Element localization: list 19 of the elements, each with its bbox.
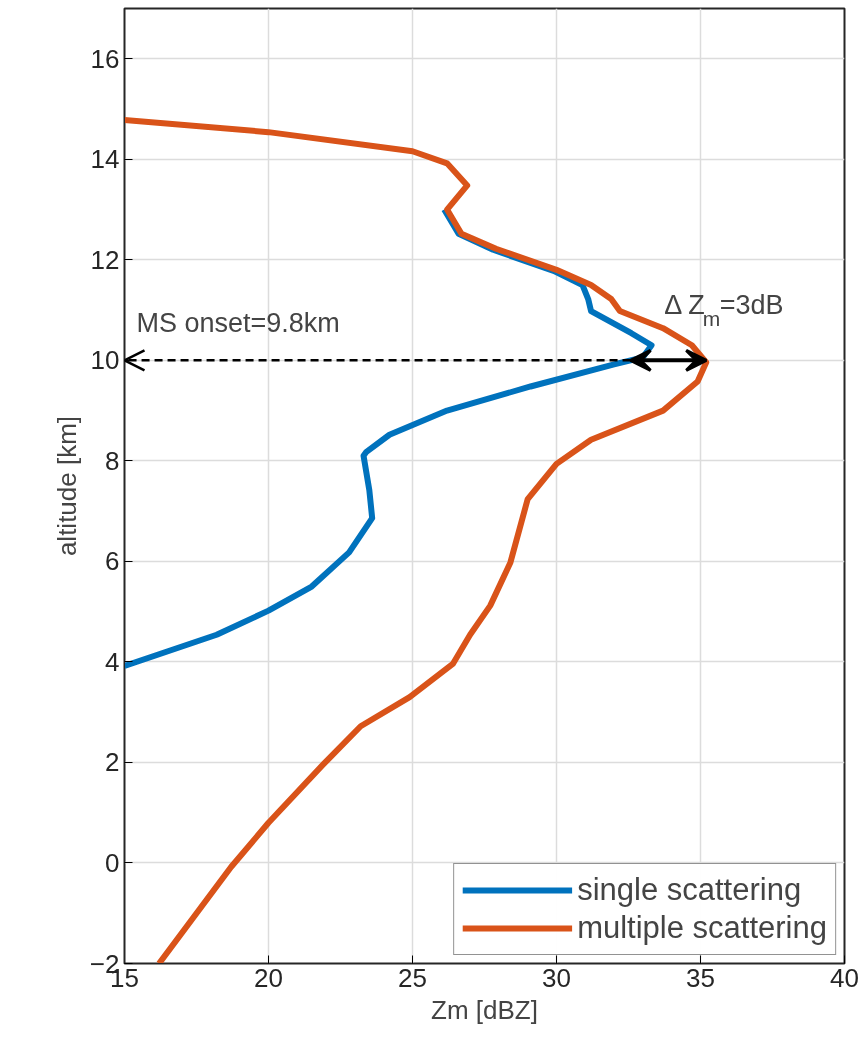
legend-label: single scattering bbox=[577, 872, 802, 908]
x-axis-title: Zm [dBZ] bbox=[431, 994, 538, 1025]
y-tick-label: 8 bbox=[105, 445, 120, 476]
y-tick-label: 16 bbox=[90, 43, 120, 74]
annotation: MS onset=9.8km bbox=[136, 308, 340, 339]
y-tick-label: 6 bbox=[105, 546, 120, 577]
y-tick-label: 14 bbox=[90, 144, 120, 175]
x-tick-label: 40 bbox=[830, 962, 859, 993]
y-tick-label: 10 bbox=[90, 345, 120, 376]
legend-label: multiple scattering bbox=[577, 910, 827, 946]
x-tick-label: 25 bbox=[398, 962, 427, 993]
y-tick-label: 4 bbox=[105, 646, 120, 677]
x-tick-label: 35 bbox=[686, 962, 715, 993]
x-tick-label: 30 bbox=[542, 962, 571, 993]
y-axis-title: altitude [km] bbox=[51, 415, 82, 557]
y-tick-label: 0 bbox=[105, 847, 120, 878]
x-tick-label: 20 bbox=[254, 962, 283, 993]
y-tick-label: 12 bbox=[90, 244, 120, 275]
y-tick-label: 2 bbox=[105, 747, 120, 778]
